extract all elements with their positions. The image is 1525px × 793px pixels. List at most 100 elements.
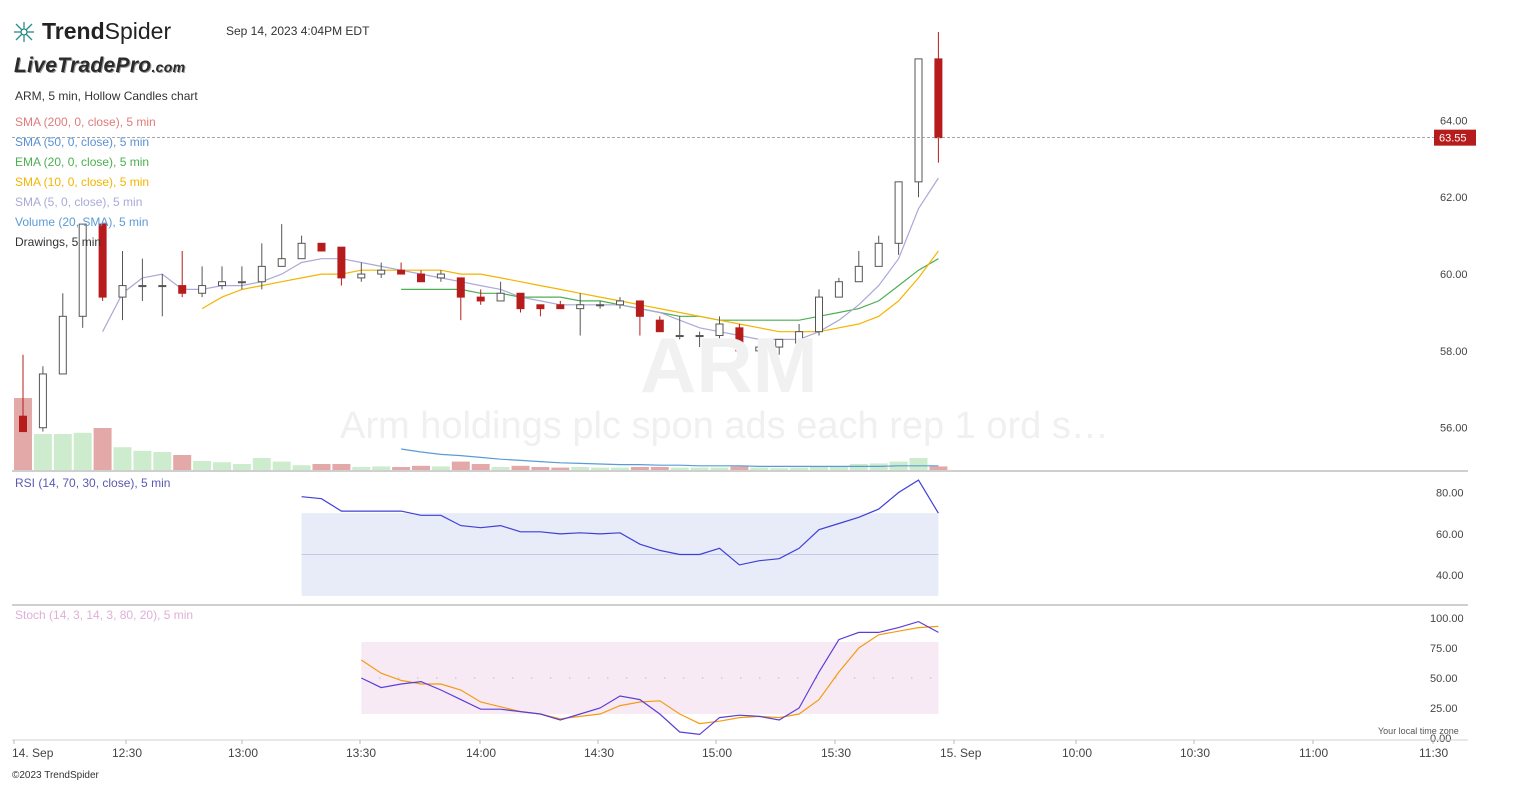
candle-body[interactable] [237,281,246,284]
candle-body[interactable] [377,269,386,275]
volume-bar [312,464,331,470]
candle-body[interactable] [476,296,485,302]
candle-body[interactable] [914,58,923,183]
candle-body[interactable] [138,285,147,288]
last-price-label: 63.55 [1439,133,1467,145]
candle-body[interactable] [38,373,47,429]
volume-bar [829,466,848,470]
x-axis-tick: 14:00 [466,746,496,760]
candle-body[interactable] [815,296,823,333]
candle-body[interactable] [297,242,306,260]
legend-volume[interactable]: Volume (20, SMA), 5 min [15,215,149,229]
candle-body[interactable] [158,285,167,288]
candle-body[interactable] [616,300,624,306]
candle-body[interactable] [795,331,804,344]
candle-body[interactable] [735,327,744,352]
legend-ema20[interactable]: EMA (20, 0, close), 5 min [15,155,150,169]
candle-body[interactable] [635,300,644,317]
volume-bar [770,468,789,470]
x-axis-tick: 13:30 [346,746,376,760]
candle-body[interactable] [496,292,505,302]
volume-bar [53,434,72,470]
candle-body[interactable] [695,335,704,338]
candle-body[interactable] [436,273,445,279]
candle-body[interactable] [218,281,226,287]
volume-bar [511,465,530,470]
candle-body[interactable] [894,181,903,244]
volume-bar [591,467,610,470]
candle-body[interactable] [118,285,127,298]
candle-body[interactable] [337,246,346,279]
candle-body[interactable] [755,346,764,352]
volume-bar [213,462,231,470]
candle-body[interactable] [874,242,883,267]
volume-sma-line [401,448,939,467]
candle-body[interactable] [715,323,724,337]
candle-body[interactable] [19,415,27,433]
livetradepro-tld: .com [151,59,186,75]
legend-sma10[interactable]: SMA (10, 0, close), 5 min [15,175,150,189]
volume-bar [630,467,649,470]
stoch-label[interactable]: Stoch (14, 3, 14, 3, 80, 20), 5 min [15,608,194,622]
volume-bar [93,428,112,470]
candle-body[interactable] [98,223,107,298]
stoch-axis-tick: 0.00 [1430,733,1451,745]
candle-body[interactable] [556,304,565,310]
candle-body[interactable] [58,315,67,375]
sma5-line [102,177,939,340]
volume-bar [690,467,709,470]
legend-drawings[interactable]: Drawings, 5 min [15,235,102,249]
timestamp: Sep 14, 2023 4:04PM EDT [226,24,370,38]
legend-sma200[interactable]: SMA (200, 0, close), 5 min [15,115,156,129]
x-axis-tick: 14. Sep [12,746,54,760]
rsi-pane[interactable]: 40.00 60.00 80.00 [301,479,1464,596]
volume-bar [252,458,271,470]
candle-body[interactable] [198,285,207,294]
candle-body[interactable] [277,258,286,267]
candle-body[interactable] [834,281,843,298]
stoch-pane[interactable]: 0.00 25.00 50.00 75.00 100.00 [360,613,1464,745]
candle-body[interactable] [854,265,863,283]
x-axis-tick: 11:00 [1299,746,1328,760]
volume-bar [531,467,550,470]
candle-body[interactable] [257,265,266,283]
legend-sma50[interactable]: SMA (50, 0, close), 5 min [15,135,150,149]
price-axis-tick: 60.00 [1440,269,1468,281]
stoch-axis-tick: 100.00 [1430,613,1464,625]
candle-body[interactable] [775,338,784,348]
x-axis-tick: 15:30 [821,746,851,760]
livetradepro-watermark: LiveTradePro.com [14,54,185,78]
candle-body[interactable] [178,285,187,294]
volume-bar [173,455,192,470]
candle-body[interactable] [317,242,326,252]
candle-body[interactable] [456,277,465,298]
stoch-axis-tick: 50.00 [1430,673,1458,685]
candle-body[interactable] [576,304,585,310]
volume-bar [372,466,391,470]
candle-body[interactable] [357,273,366,279]
rsi-line [301,479,939,566]
volume-bar [113,447,132,470]
volume-bar [14,398,32,470]
candle-body[interactable] [536,304,545,310]
volume-bar [491,467,510,470]
candle-body[interactable] [675,335,684,338]
ema20-line [401,258,939,321]
price-pane[interactable]: 56.00 58.00 60.00 62.00 64.00 63.55 [12,32,1476,606]
brand-prefix: Trend [42,18,105,44]
legend-sma5[interactable]: SMA (5, 0, close), 5 min [15,195,143,209]
rsi-axis-tick: 60.00 [1436,529,1464,541]
candle-body[interactable] [655,319,664,333]
volume-bar [392,467,411,470]
candle-body[interactable] [934,58,943,139]
x-axis-tick: 14:30 [584,746,614,760]
candle-body[interactable] [596,304,605,307]
candle-body[interactable] [417,273,425,283]
candle-body[interactable] [78,223,87,317]
candle-body[interactable] [516,292,525,310]
rsi-label[interactable]: RSI (14, 70, 30, close), 5 min [15,476,171,490]
x-axis-tick: 10:30 [1180,746,1210,760]
volume-bar [292,465,311,470]
candle-body[interactable] [397,269,406,275]
